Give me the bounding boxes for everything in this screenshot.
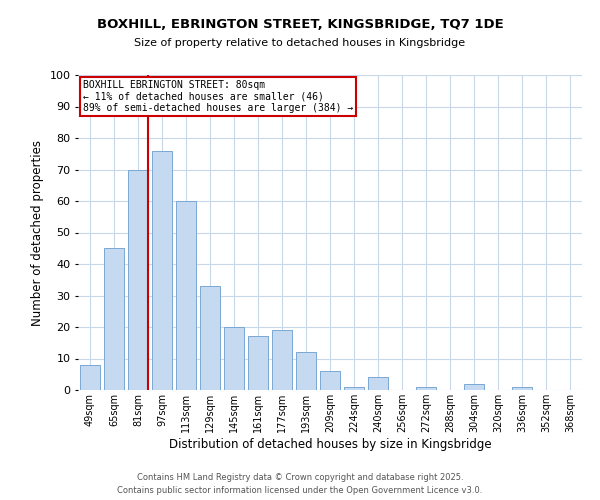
Bar (176, 201, 196, 390)
Text: Size of property relative to detached houses in Kingsbridge: Size of property relative to detached ho… (134, 38, 466, 48)
Bar (80, 365, 100, 390)
Bar (248, 336, 268, 390)
Bar (128, 170, 148, 390)
Bar (272, 330, 292, 390)
Bar (200, 286, 220, 390)
Bar (104, 248, 124, 390)
Bar (344, 387, 364, 390)
Y-axis label: Number of detached properties: Number of detached properties (31, 140, 44, 326)
Text: Contains public sector information licensed under the Open Government Licence v3: Contains public sector information licen… (118, 486, 482, 495)
Bar (464, 384, 484, 390)
Bar (296, 352, 316, 390)
Bar (320, 371, 340, 390)
Text: Contains HM Land Registry data © Crown copyright and database right 2025.: Contains HM Land Registry data © Crown c… (137, 472, 463, 482)
Bar (224, 327, 244, 390)
X-axis label: Distribution of detached houses by size in Kingsbridge: Distribution of detached houses by size … (169, 438, 491, 451)
Bar (416, 387, 436, 390)
Text: BOXHILL, EBRINGTON STREET, KINGSBRIDGE, TQ7 1DE: BOXHILL, EBRINGTON STREET, KINGSBRIDGE, … (97, 18, 503, 30)
Bar (512, 387, 532, 390)
Bar (368, 378, 388, 390)
Bar (152, 150, 172, 390)
Text: BOXHILL EBRINGTON STREET: 80sqm
← 11% of detached houses are smaller (46)
89% of: BOXHILL EBRINGTON STREET: 80sqm ← 11% of… (83, 80, 353, 113)
